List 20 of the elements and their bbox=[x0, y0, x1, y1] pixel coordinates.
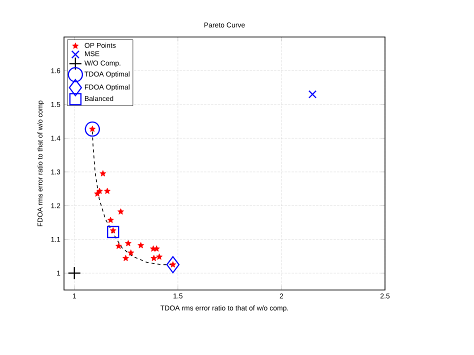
point bbox=[106, 226, 120, 238]
point bbox=[96, 188, 103, 194]
point bbox=[156, 254, 163, 260]
point bbox=[138, 242, 144, 248]
point bbox=[166, 256, 180, 274]
point bbox=[118, 208, 124, 215]
point bbox=[115, 242, 122, 249]
point bbox=[170, 261, 176, 268]
point bbox=[150, 254, 158, 262]
point bbox=[128, 249, 134, 256]
point bbox=[84, 121, 100, 137]
point bbox=[110, 227, 116, 234]
point bbox=[100, 170, 106, 176]
point bbox=[153, 245, 160, 252]
point bbox=[308, 90, 317, 98]
point bbox=[104, 188, 111, 194]
point bbox=[122, 254, 129, 262]
point bbox=[124, 240, 132, 246]
point bbox=[107, 216, 114, 223]
point bbox=[68, 266, 81, 280]
